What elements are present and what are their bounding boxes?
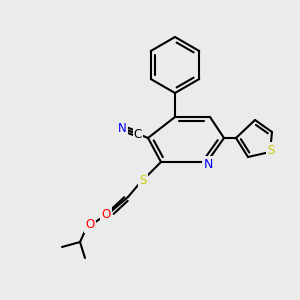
Text: O: O — [101, 208, 111, 220]
Text: S: S — [139, 173, 147, 187]
Text: O: O — [85, 218, 94, 232]
Text: N: N — [118, 122, 126, 134]
Text: N: N — [203, 158, 213, 170]
Text: C: C — [134, 128, 142, 140]
Text: S: S — [267, 143, 275, 157]
